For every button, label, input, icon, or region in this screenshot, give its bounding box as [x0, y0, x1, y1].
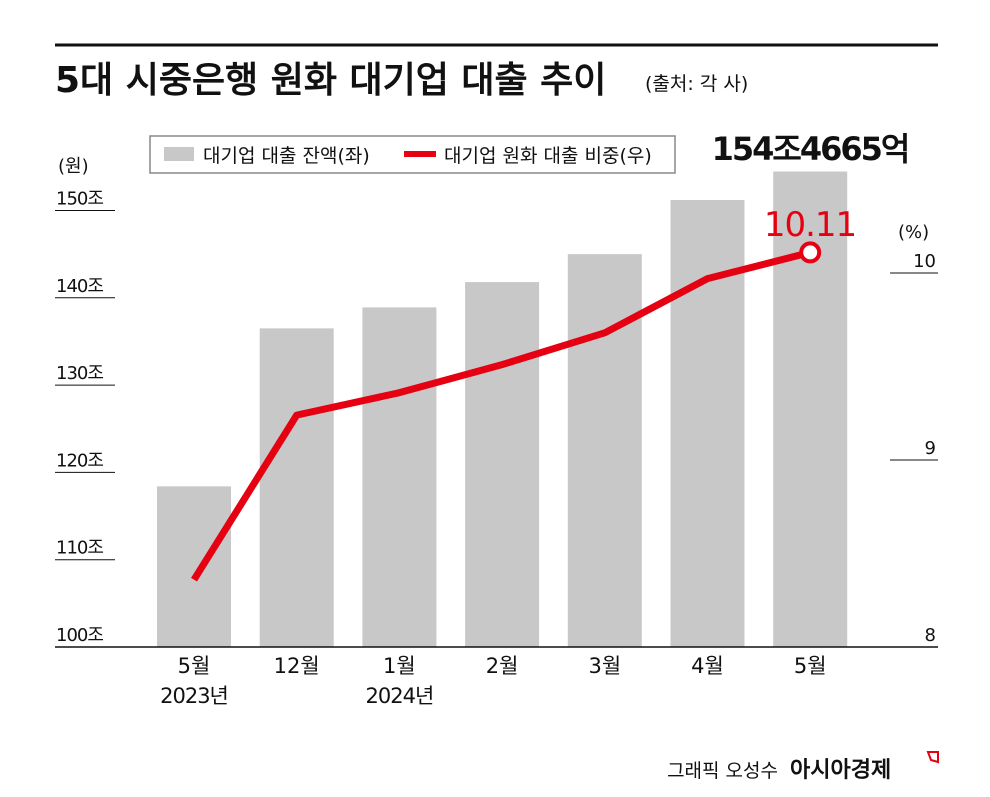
- line-series: [191, 241, 822, 582]
- left-axis-tick-label: 110조: [56, 538, 103, 559]
- right-axis-tick-label: 8: [925, 625, 936, 646]
- x-axis-label: 12월: [274, 654, 320, 678]
- left-axis-tick-label: 130조: [56, 363, 103, 384]
- legend: 대기업 대출 잔액(좌) 대기업 원화 대출 비중(우): [149, 135, 676, 174]
- left-axis-tick-label: 140조: [56, 276, 103, 297]
- right-axis-unit: (%): [898, 222, 929, 243]
- left-axis-tick-label: 150조: [56, 189, 103, 210]
- last-bar-annotation: 154조4665억: [712, 130, 909, 168]
- line-point-marker: [799, 241, 822, 264]
- bar: [259, 328, 334, 647]
- right-axis-tick-label: 9: [925, 438, 936, 459]
- bar: [157, 486, 231, 647]
- right-axis-tick-label: 10: [913, 251, 936, 272]
- left-axis-unit: (원): [58, 156, 89, 177]
- x-axis-label: 5월: [794, 654, 827, 678]
- source-note: (출처: 각 사): [645, 73, 748, 95]
- bar: [567, 254, 642, 647]
- left-axis: 100조 110조 120조 130조 140조 150조: [55, 189, 115, 646]
- last-point-annotation: 10.11: [764, 205, 856, 245]
- brand-logo-mark-icon: [926, 751, 939, 764]
- x-axis-label: 1월: [383, 654, 416, 678]
- left-axis-tick-label: 120조: [56, 450, 103, 471]
- bar: [362, 307, 437, 647]
- x-axis-year-label: 2023년: [160, 684, 228, 708]
- x-axis-year-label: 2024년: [366, 684, 434, 708]
- right-axis: 8 9 10: [890, 251, 938, 646]
- x-axis-label: 2월: [486, 654, 519, 678]
- bars: [157, 171, 848, 648]
- left-axis-tick-label: 100조: [56, 625, 103, 646]
- x-axis-label: 3월: [588, 654, 621, 678]
- graphic-credit: 그래픽 오성수: [667, 760, 778, 782]
- legend-swatch-line: [404, 151, 436, 157]
- x-axis-label: 4월: [691, 654, 724, 678]
- legend-label-line: 대기업 원화 대출 비중(우): [444, 145, 652, 167]
- brand-logo: 아시아경제: [790, 758, 891, 783]
- legend-swatch-bar: [164, 147, 194, 161]
- bar: [670, 200, 745, 648]
- chart-title: 5대 시중은행 원화 대기업 대출 추이: [55, 60, 606, 101]
- bar: [465, 282, 540, 647]
- x-axis-label: 5월: [178, 654, 211, 678]
- line-path: [191, 249, 812, 582]
- x-axis-labels: 5월 2023년 12월 1월 2024년 2월 3월 4월 5월: [160, 654, 826, 708]
- legend-label-bar: 대기업 대출 잔액(좌): [203, 145, 370, 167]
